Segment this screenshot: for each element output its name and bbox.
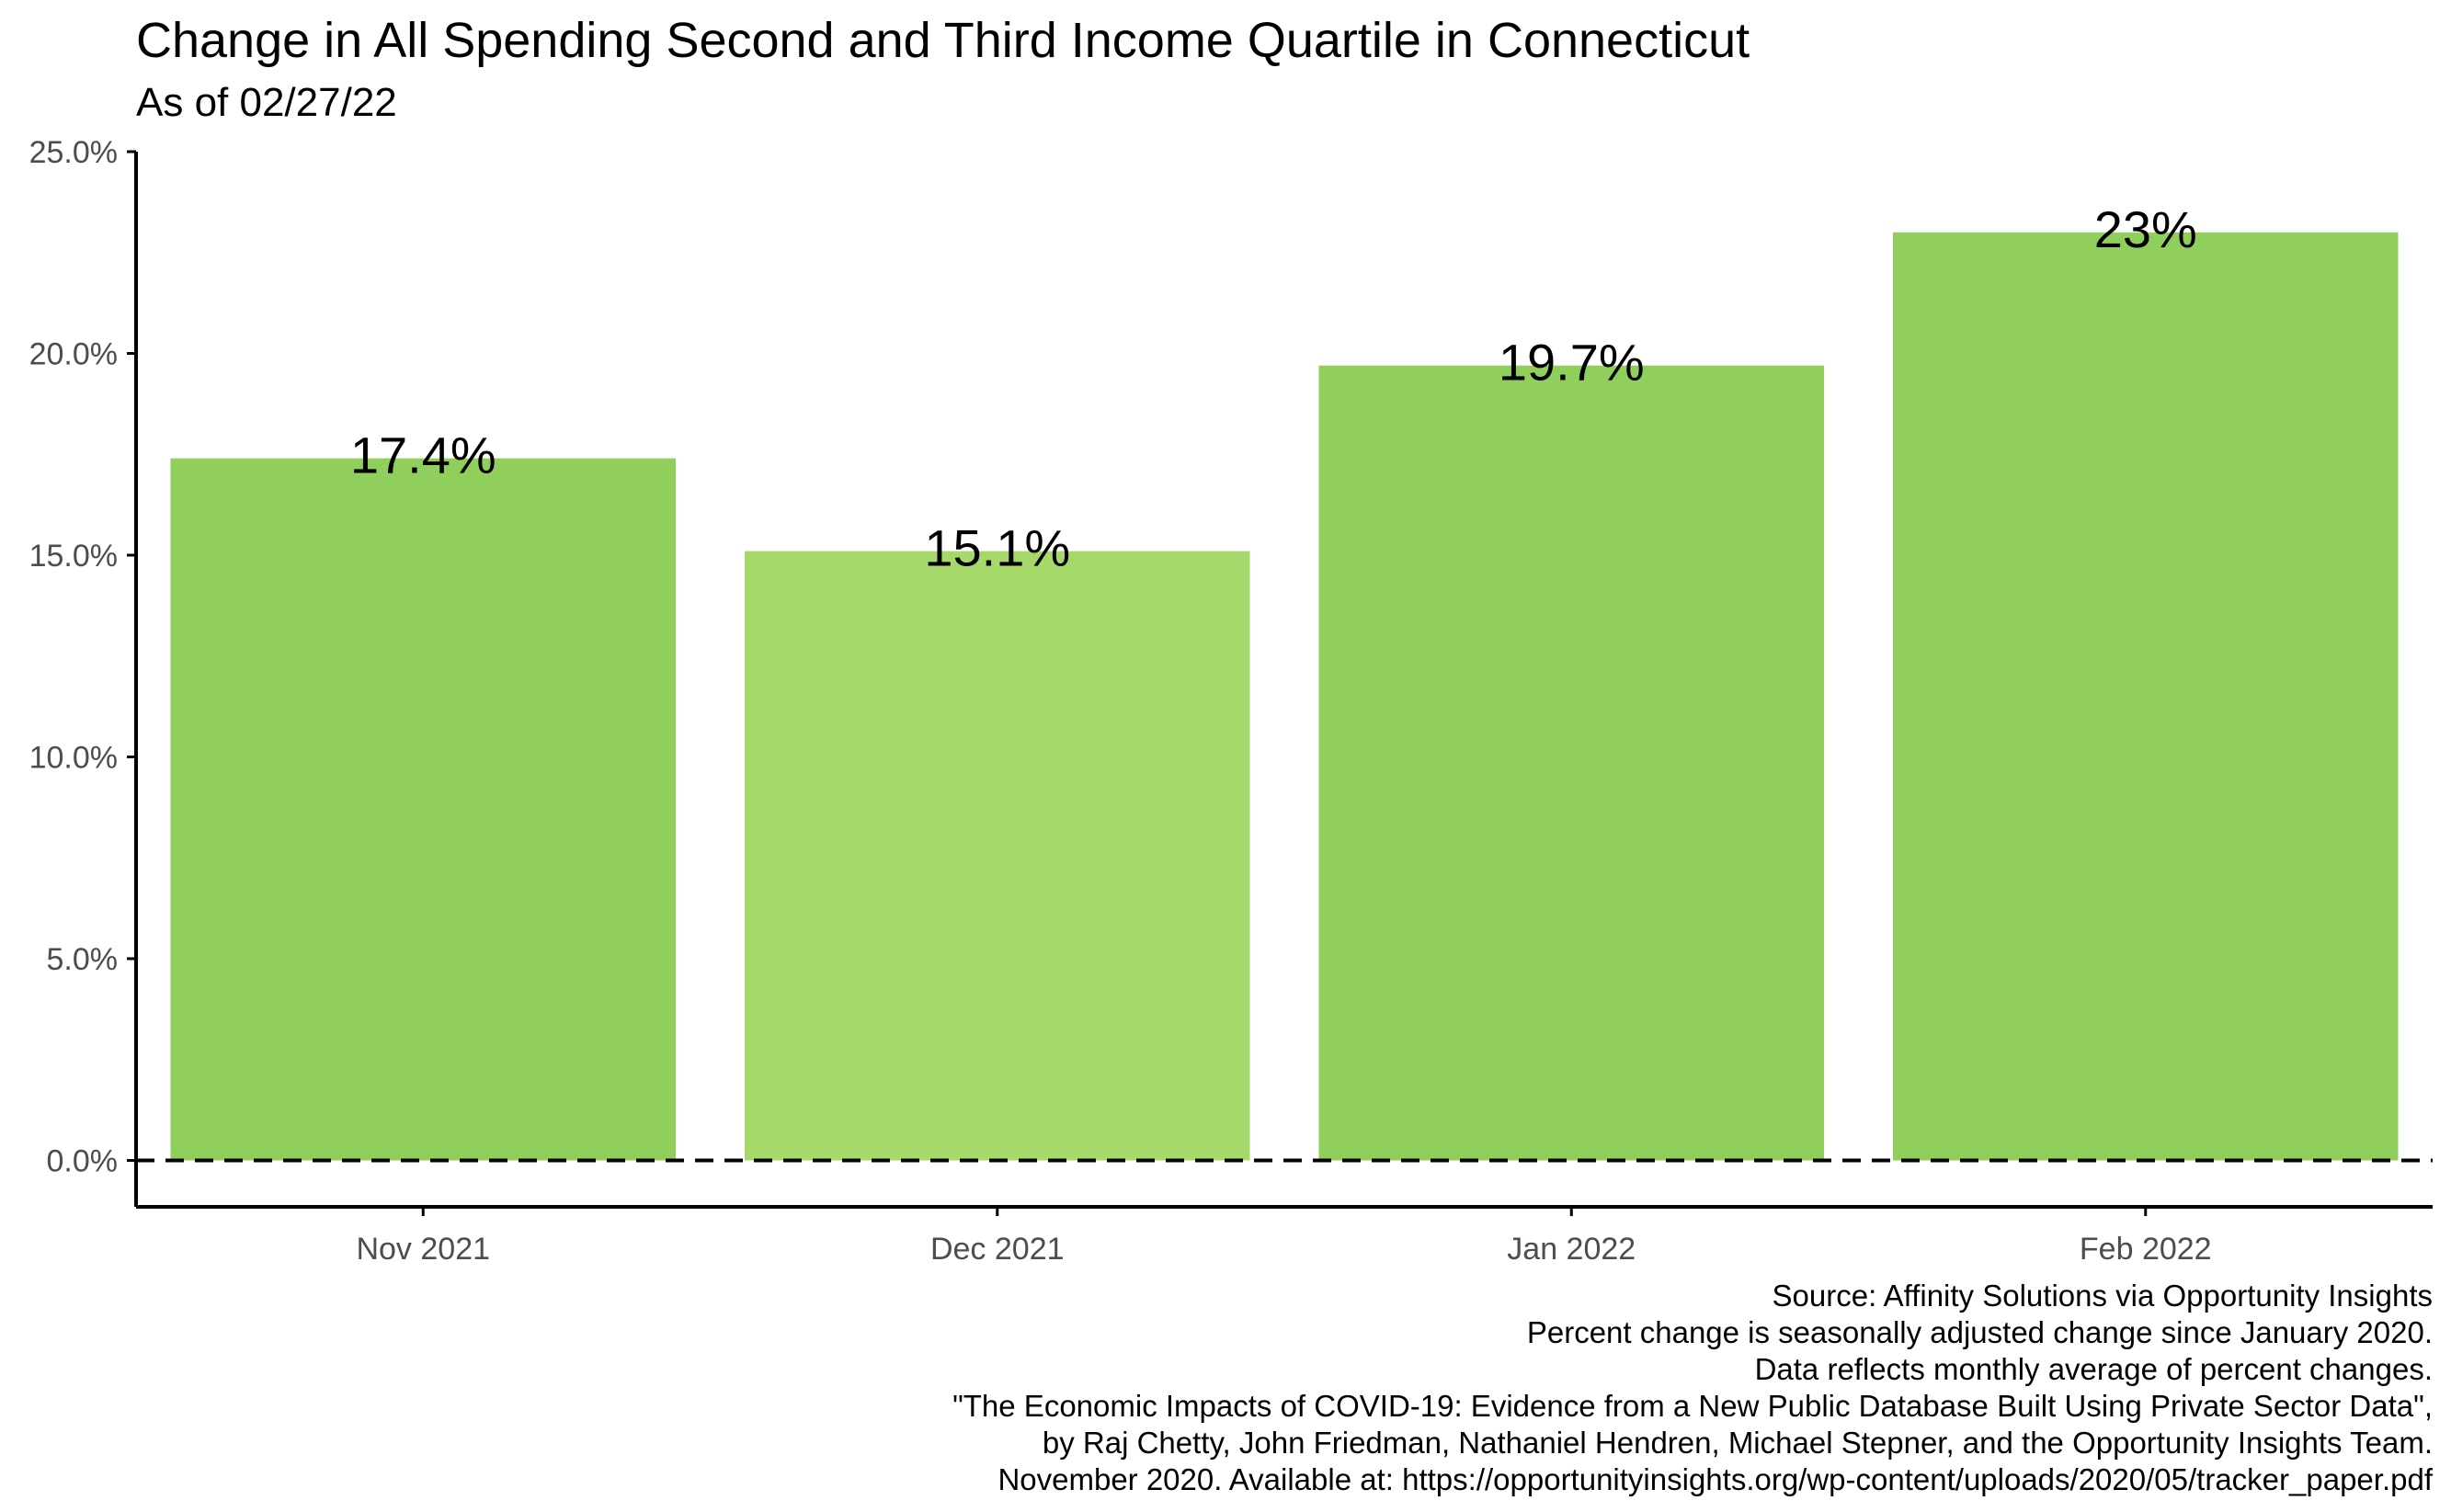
- x-tick-label: Nov 2021: [356, 1232, 490, 1267]
- y-tick-label: 15.0%: [29, 539, 118, 574]
- bar: [1892, 232, 2399, 1161]
- x-tick-label: Dec 2021: [930, 1232, 1065, 1267]
- y-tick-label: 5.0%: [47, 942, 119, 977]
- caption-line: November 2020. Available at: https://opp…: [998, 1462, 2433, 1496]
- chart-subtitle: As of 02/27/22: [136, 80, 397, 125]
- y-tick-label: 25.0%: [29, 135, 118, 170]
- source-caption: Source: Affinity Solutions via Opportuni…: [952, 1278, 2433, 1498]
- x-tick-label: Jan 2022: [1507, 1232, 1636, 1267]
- caption-line: Source: Affinity Solutions via Opportuni…: [1772, 1279, 2433, 1313]
- chart-title: Change in All Spending Second and Third …: [136, 13, 1750, 68]
- bar: [170, 458, 677, 1161]
- data-label: 19.7%: [1499, 334, 1645, 392]
- caption-line: Data reflects monthly average of percent…: [1754, 1352, 2433, 1386]
- caption-line: "The Economic Impacts of COVID-19: Evide…: [952, 1389, 2433, 1423]
- data-label: 17.4%: [350, 426, 496, 484]
- caption-line: by Raj Chetty, John Friedman, Nathaniel …: [1042, 1426, 2433, 1460]
- bar: [1318, 365, 1825, 1161]
- x-tick-label: Feb 2022: [2080, 1232, 2212, 1267]
- y-tick-label: 10.0%: [29, 741, 118, 776]
- y-tick-label: 20.0%: [29, 337, 118, 372]
- caption-line: Percent change is seasonally adjusted ch…: [1526, 1315, 2433, 1349]
- data-label: 23%: [2094, 200, 2197, 258]
- y-tick-label: 0.0%: [47, 1144, 119, 1179]
- bar: [744, 551, 1250, 1161]
- data-label: 15.1%: [924, 519, 1070, 577]
